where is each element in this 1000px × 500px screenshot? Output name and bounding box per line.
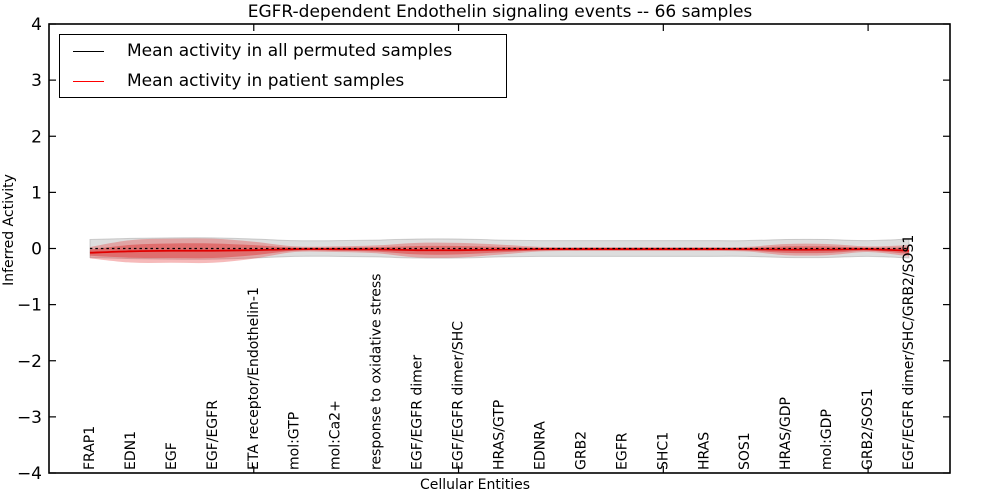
- category-label: HRAS/GTP: [492, 400, 508, 470]
- y-tick-label: 2: [31, 127, 42, 147]
- y-tick-label: 0: [31, 240, 42, 260]
- y-axis-label: Inferred Activity: [1, 174, 17, 286]
- legend: Mean activity in all permuted samples Me…: [59, 34, 507, 98]
- y-tick-label: −2: [17, 352, 42, 372]
- category-label: mol:Ca2+: [328, 400, 344, 470]
- chart-title: EGFR-dependent Endothelin signaling even…: [247, 2, 753, 22]
- y-tick-label: −1: [17, 296, 42, 316]
- category-label: response to oxidative stress: [369, 274, 385, 470]
- legend-item-permuted: Mean activity in all permuted samples: [73, 38, 506, 64]
- category-label: EGF/EGFR dimer/SHC: [451, 321, 467, 470]
- category-label: EGFR: [614, 432, 630, 470]
- category-label: mol:GDP: [819, 409, 835, 470]
- category-label: GRB2/SOS1: [860, 388, 876, 470]
- category-label: EGF/EGFR dimer/SHC/GRB2/SOS1: [901, 235, 917, 470]
- legend-label-patient: Mean activity in patient samples: [127, 71, 405, 91]
- category-label: ETA receptor/Endothelin-1: [246, 287, 262, 470]
- patient-activity-range-inner-band: [89, 243, 910, 259]
- category-label: GRB2: [573, 431, 589, 470]
- permuted-activity-range-band: [89, 237, 910, 260]
- category-label: HRAS: [696, 432, 712, 470]
- category-label: EGF: [164, 442, 180, 470]
- category-label: EGF/EGFR dimer: [410, 355, 426, 470]
- x-axis-label: Cellular Entities: [419, 477, 531, 493]
- legend-item-patient: Mean activity in patient samples: [73, 68, 506, 94]
- category-label: FRAP1: [82, 426, 98, 470]
- y-tick-label: 4: [31, 15, 42, 35]
- y-tick-label: −3: [17, 408, 42, 428]
- legend-line-black-icon: [73, 50, 104, 52]
- category-label: SOS1: [737, 432, 753, 470]
- patient-activity-range-outer-band: [89, 238, 910, 264]
- category-label: HRAS/GDP: [778, 397, 794, 470]
- category-label: SHC1: [655, 432, 671, 470]
- legend-line-red-icon: [73, 80, 104, 82]
- category-label: EDN1: [123, 431, 139, 470]
- category-label: mol:GTP: [287, 412, 303, 470]
- y-tick-label: −4: [17, 464, 42, 484]
- y-tick-label: 1: [31, 183, 42, 203]
- mean-patient-samples-line: [89, 248, 910, 254]
- y-tick-label: 3: [31, 71, 42, 91]
- legend-label-permuted: Mean activity in all permuted samples: [127, 41, 453, 61]
- category-label: EGF/EGFR: [205, 400, 221, 470]
- category-label: EDNRA: [532, 421, 548, 470]
